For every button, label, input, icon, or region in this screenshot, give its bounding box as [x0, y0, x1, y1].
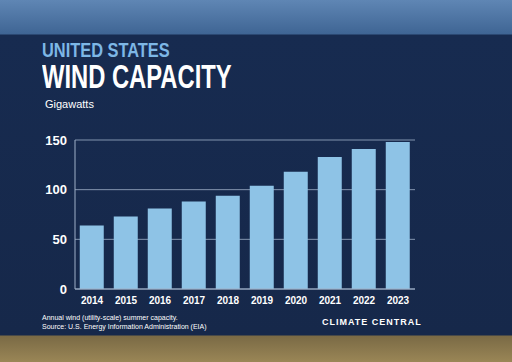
html-text:Source: U.S. Energy Informatio: Source: U.S. Energy Information Administ… — [42, 323, 207, 330]
html-text:Annual wind (utility-scale) su: Annual wind (utility-scale) summer capac… — [42, 314, 178, 321]
svg-text:2022: 2022 — [353, 295, 376, 306]
svg-text:2023: 2023 — [387, 295, 410, 306]
svg-text:50: 50 — [53, 232, 67, 247]
svg-text:2014: 2014 — [81, 295, 104, 306]
svg-text:2015: 2015 — [115, 295, 138, 306]
svg-text:2018: 2018 — [217, 295, 240, 306]
svg-text:2017: 2017 — [183, 295, 206, 306]
svg-text:2019: 2019 — [251, 295, 274, 306]
svg-text:2021: 2021 — [319, 295, 342, 306]
svg-text:100: 100 — [45, 182, 67, 197]
svg-text:0: 0 — [60, 282, 67, 297]
svg-text:2020: 2020 — [285, 295, 308, 306]
html-text:UNITED STATES: UNITED STATES — [42, 38, 170, 61]
svg-text:2016: 2016 — [149, 295, 172, 306]
html-text:Gigawatts: Gigawatts — [45, 98, 94, 110]
html-text:WIND CAPACITY: WIND CAPACITY — [42, 58, 232, 95]
svg-text:150: 150 — [45, 133, 67, 148]
html-text:CLIMATE CENTRAL: CLIMATE CENTRAL — [322, 317, 422, 327]
